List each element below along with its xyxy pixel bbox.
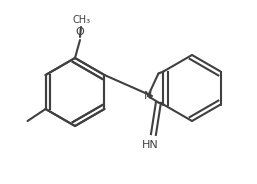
Text: O: O [76, 27, 84, 37]
Text: CH₃: CH₃ [73, 15, 91, 25]
Text: N: N [144, 91, 152, 101]
Text: HN: HN [142, 139, 159, 149]
